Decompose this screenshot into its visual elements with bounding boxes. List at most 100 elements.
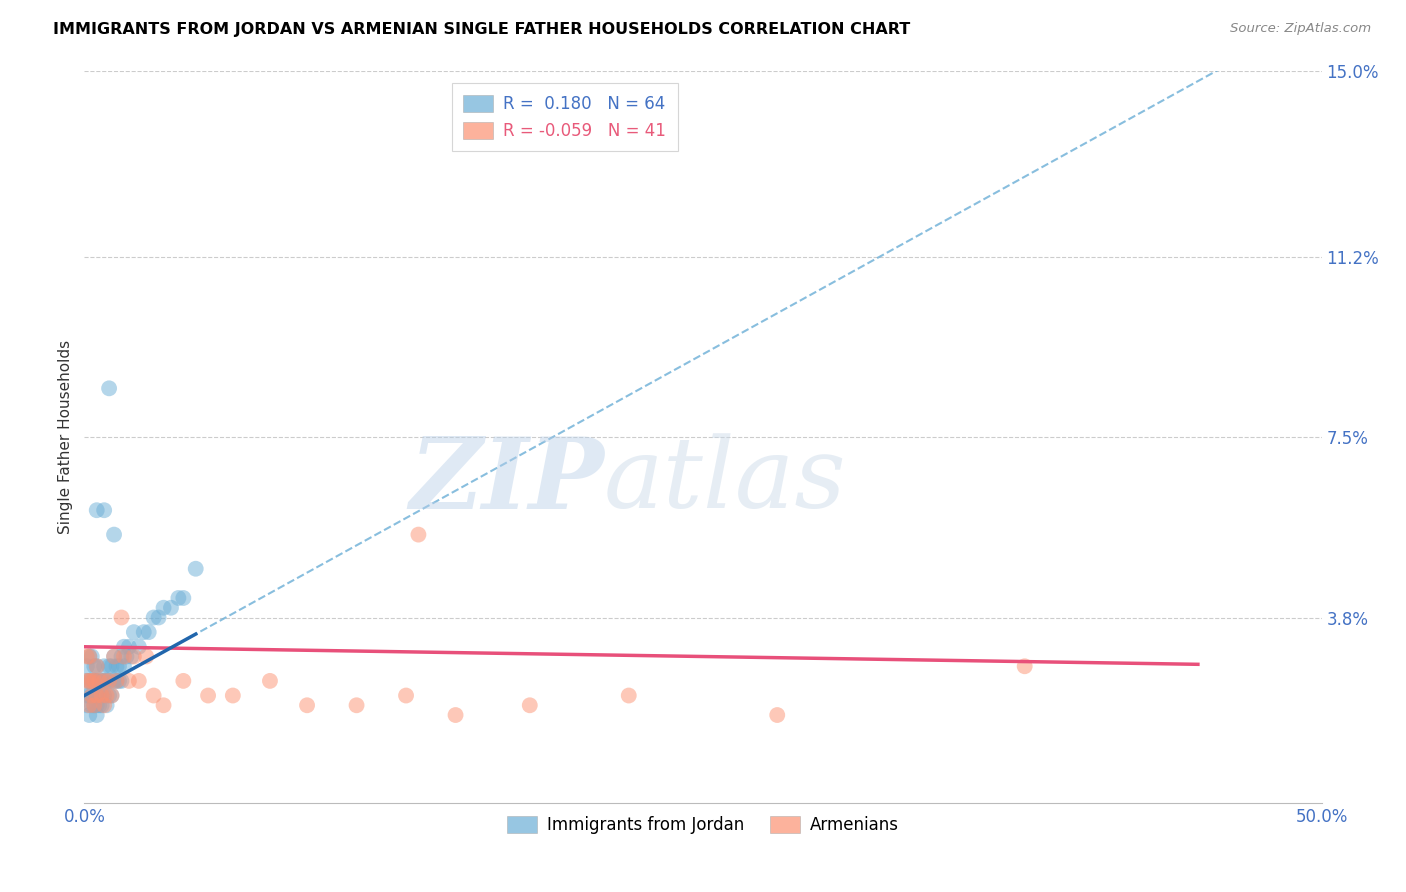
Point (103, 527, 125, 541)
Point (120, 649, 142, 664)
Point (86, 689, 108, 703)
Point (105, 673, 128, 688)
Point (83, 698, 105, 713)
Point (142, 689, 165, 703)
Point (142, 610, 165, 624)
Point (96, 689, 118, 703)
Point (79, 649, 101, 664)
Point (519, 698, 541, 713)
Point (108, 673, 131, 688)
Point (152, 600, 174, 615)
Point (90, 673, 112, 688)
Point (160, 600, 183, 615)
Point (222, 689, 245, 703)
Point (98, 659, 121, 673)
Point (259, 673, 281, 688)
Point (395, 689, 418, 703)
Point (122, 649, 145, 664)
Point (148, 610, 170, 624)
Point (80, 673, 103, 688)
Point (152, 698, 174, 713)
Point (80, 673, 103, 688)
Point (110, 649, 132, 664)
Point (115, 649, 138, 664)
Point (98, 673, 121, 688)
Point (118, 673, 141, 688)
Point (79, 673, 101, 688)
Point (103, 673, 125, 688)
Point (90, 698, 112, 713)
Point (128, 673, 150, 688)
Point (172, 591, 194, 605)
Point (80, 698, 103, 713)
Point (184, 562, 207, 576)
Point (118, 640, 141, 654)
Point (80, 649, 103, 664)
Point (76, 689, 98, 703)
Point (103, 649, 125, 664)
Point (98, 673, 121, 688)
Point (100, 689, 122, 703)
Point (122, 625, 145, 640)
Point (135, 649, 157, 664)
Point (76, 673, 98, 688)
Point (86, 659, 108, 673)
Point (96, 673, 118, 688)
Point (408, 527, 430, 541)
Point (108, 659, 131, 673)
Point (86, 708, 108, 723)
Point (112, 659, 135, 673)
Point (79, 689, 101, 703)
Point (86, 698, 108, 713)
Point (83, 673, 105, 688)
Point (89, 673, 111, 688)
Point (80, 689, 103, 703)
Point (110, 673, 132, 688)
Point (90, 689, 112, 703)
Text: atlas: atlas (605, 434, 846, 529)
Point (83, 659, 105, 673)
Text: ZIP: ZIP (409, 433, 605, 529)
Point (86, 659, 108, 673)
Point (93, 503, 115, 517)
Point (93, 673, 115, 688)
Point (112, 649, 135, 664)
Point (96, 698, 118, 713)
Point (76, 673, 98, 688)
Y-axis label: Single Father Households: Single Father Households (58, 340, 73, 534)
Point (90, 689, 112, 703)
Point (93, 689, 115, 703)
Point (132, 625, 155, 640)
Point (89, 698, 111, 713)
Point (86, 673, 108, 688)
Point (86, 503, 108, 517)
Point (138, 625, 160, 640)
Point (617, 689, 640, 703)
Point (105, 659, 128, 673)
Point (93, 698, 115, 713)
Point (1014, 659, 1036, 673)
Legend: Immigrants from Jordan, Armenians: Immigrants from Jordan, Armenians (496, 805, 910, 846)
Point (79, 708, 101, 723)
Point (93, 659, 115, 673)
Point (167, 591, 190, 605)
Point (444, 708, 467, 723)
Point (79, 673, 101, 688)
Point (98, 381, 121, 395)
Point (112, 640, 135, 654)
Point (105, 673, 128, 688)
Point (100, 659, 122, 673)
Point (76, 659, 98, 673)
Point (83, 673, 105, 688)
Point (110, 610, 132, 624)
Point (128, 640, 150, 654)
Point (295, 698, 318, 713)
Point (80, 689, 103, 703)
Point (79, 649, 101, 664)
Point (172, 673, 194, 688)
Point (83, 698, 105, 713)
Point (89, 673, 111, 688)
Point (197, 689, 219, 703)
Point (76, 698, 98, 713)
Point (79, 698, 101, 713)
